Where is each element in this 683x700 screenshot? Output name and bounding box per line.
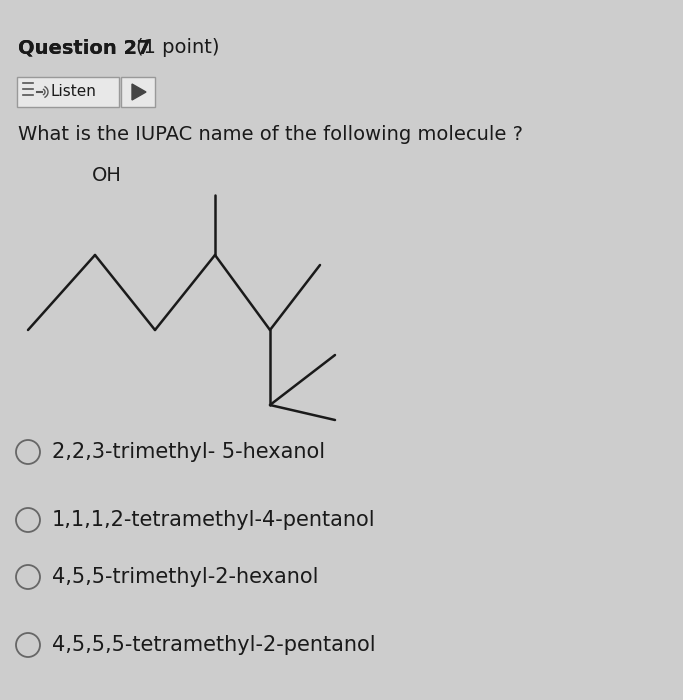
FancyBboxPatch shape xyxy=(17,77,119,107)
Text: 4,5,5-trimethyl-2-hexanol: 4,5,5-trimethyl-2-hexanol xyxy=(52,567,318,587)
Text: (1 point): (1 point) xyxy=(136,38,219,57)
Text: What is the IUPAC name of the following molecule ?: What is the IUPAC name of the following … xyxy=(18,125,523,144)
Text: 2,2,3-trimethyl- 5-hexanol: 2,2,3-trimethyl- 5-hexanol xyxy=(52,442,325,462)
Text: Question 27: Question 27 xyxy=(18,38,157,57)
Text: Question 27: Question 27 xyxy=(18,38,157,57)
Text: 4,5,5,5-tetramethyl-2-pentanol: 4,5,5,5-tetramethyl-2-pentanol xyxy=(52,635,376,655)
Text: OH: OH xyxy=(92,166,122,185)
Text: Listen: Listen xyxy=(50,85,96,99)
FancyBboxPatch shape xyxy=(121,77,155,107)
Polygon shape xyxy=(132,84,146,100)
Text: 1,1,1,2-tetramethyl-4-pentanol: 1,1,1,2-tetramethyl-4-pentanol xyxy=(52,510,376,530)
